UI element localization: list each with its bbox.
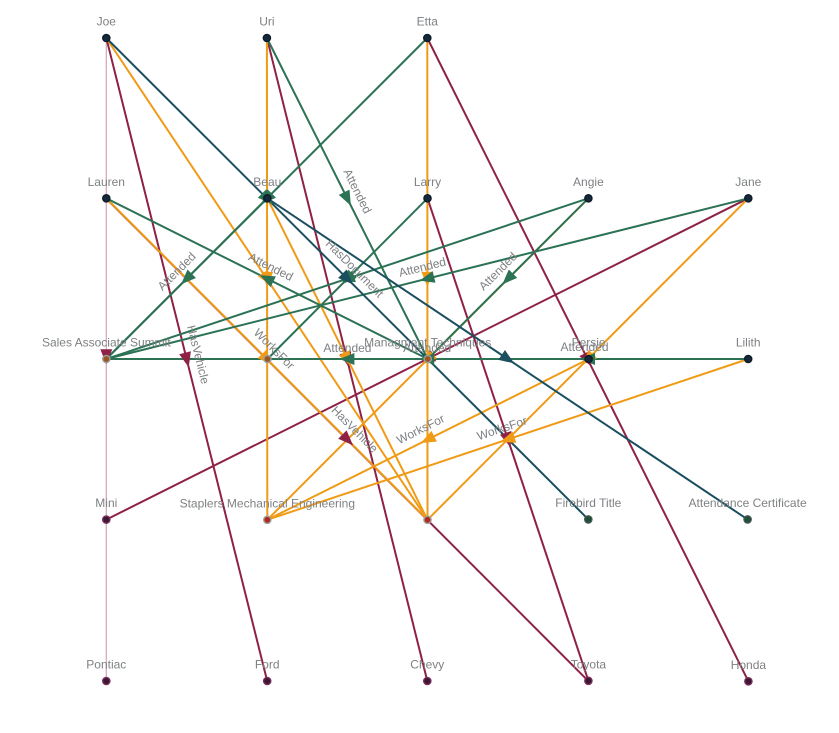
svg-text:Attended: Attended: [403, 341, 451, 355]
svg-text:Managment Techniques: Managment Techniques: [364, 336, 491, 350]
svg-text:Lauren: Lauren: [88, 175, 125, 189]
svg-text:Jane: Jane: [735, 175, 761, 189]
svg-text:Chevy: Chevy: [410, 658, 444, 672]
svg-text:Larry: Larry: [414, 175, 441, 189]
svg-text:Honda: Honda: [731, 658, 767, 672]
svg-text:Etta: Etta: [417, 15, 439, 29]
svg-text:Mini: Mini: [95, 496, 117, 510]
svg-text:Lilith: Lilith: [736, 336, 761, 350]
svg-text:Firebird Title: Firebird Title: [555, 496, 621, 510]
svg-text:Attendance Certificate: Attendance Certificate: [689, 496, 807, 510]
svg-text:Angie: Angie: [573, 175, 604, 189]
svg-text:Staplers Mechanical Engineerin: Staplers Mechanical Engineering: [180, 496, 355, 510]
svg-text:Pontiac: Pontiac: [86, 658, 126, 672]
svg-text:Beau: Beau: [253, 175, 281, 189]
svg-text:Joe: Joe: [97, 15, 117, 29]
svg-text:Persie: Persie: [572, 336, 606, 350]
svg-text:Attended: Attended: [560, 340, 608, 354]
svg-text:Toyota: Toyota: [571, 657, 607, 671]
svg-text:Attended: Attended: [323, 341, 371, 355]
svg-text:Ford: Ford: [255, 658, 280, 672]
svg-text:Uri: Uri: [259, 15, 274, 29]
svg-text:Sales Associate Summit: Sales Associate Summit: [42, 336, 171, 350]
